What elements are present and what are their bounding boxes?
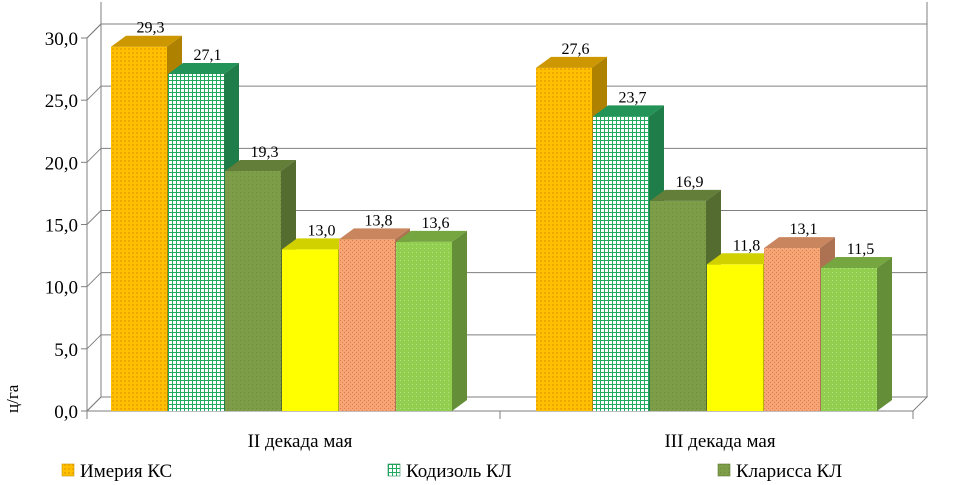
data-label: 13,6 xyxy=(422,215,450,232)
y-tick-label: 30,0 xyxy=(45,29,78,50)
bar-top xyxy=(593,105,664,117)
data-label: 16,9 xyxy=(676,174,704,191)
data-label: 29,3 xyxy=(137,20,165,37)
bars: 29,3 27,6 27,1 23,7 19,3 16,9 13,0 11,8 13,8 13,1… xyxy=(111,20,892,412)
legend-swatch xyxy=(61,463,75,477)
bar-side xyxy=(877,257,892,411)
legend-label: Кларисса КЛ xyxy=(736,461,842,482)
data-label: 19,3 xyxy=(251,144,279,161)
bar-top xyxy=(168,63,239,75)
bar-top xyxy=(339,228,410,240)
legend: Имерия КС Кодизоль КЛ Кларисса КЛ xyxy=(61,461,842,482)
y-tick-label: 25,0 xyxy=(45,91,78,112)
data-label: 11,5 xyxy=(847,241,874,258)
gridline-side xyxy=(86,334,102,350)
data-label: 27,6 xyxy=(562,41,590,58)
gridline-side xyxy=(86,396,102,412)
bar xyxy=(650,200,706,411)
bar xyxy=(707,264,763,411)
bar xyxy=(764,248,820,411)
bar xyxy=(282,249,338,411)
bar-top xyxy=(764,237,835,249)
y-axis-label: ц/га xyxy=(3,384,22,413)
gridline-side xyxy=(86,210,102,225)
bar-top xyxy=(282,238,353,250)
bar xyxy=(536,67,592,411)
data-label: 11,8 xyxy=(733,237,760,254)
data-label: 23,7 xyxy=(619,89,647,106)
bar xyxy=(225,171,281,411)
bar-side xyxy=(452,230,467,411)
bar xyxy=(593,116,649,411)
data-label: 13,1 xyxy=(790,221,818,238)
bar-top xyxy=(225,160,296,172)
y-axis: 0,0 5,0 10,0 15,0 20,0 25,0 30,0 ц/га xyxy=(3,29,914,423)
bar-top xyxy=(396,230,467,242)
gridline-side xyxy=(86,272,102,288)
gridline-side xyxy=(86,23,102,39)
bar xyxy=(821,268,877,411)
bar xyxy=(168,74,224,411)
y-tick-label: 20,0 xyxy=(45,153,78,174)
data-label: 13,0 xyxy=(308,222,336,239)
gridline-side xyxy=(86,147,102,163)
bar-top xyxy=(821,257,892,269)
y-tick-label: 5,0 xyxy=(54,340,78,361)
bar xyxy=(111,46,167,411)
legend-swatch xyxy=(717,463,731,477)
bar xyxy=(339,239,395,411)
data-label: 13,8 xyxy=(365,212,393,229)
y-tick-label: 0,0 xyxy=(54,402,78,423)
legend-swatch xyxy=(387,463,401,477)
bar-top xyxy=(536,56,607,68)
bar-top xyxy=(111,35,182,47)
gridline-side xyxy=(86,85,102,101)
bar-top xyxy=(650,189,721,201)
x-category-label: III декада мая xyxy=(664,431,775,452)
bar-top xyxy=(707,253,778,265)
data-label: 27,1 xyxy=(194,47,222,64)
y-tick-label: 15,0 xyxy=(45,216,78,237)
category-labels: II декада мая III декада мая xyxy=(248,431,776,452)
x-category-label: II декада мая xyxy=(248,431,353,452)
y-tick-label: 10,0 xyxy=(45,278,78,299)
legend-label: Имерия КС xyxy=(80,461,172,482)
bar xyxy=(396,241,452,411)
legend-label: Кодизоль КЛ xyxy=(406,461,512,482)
